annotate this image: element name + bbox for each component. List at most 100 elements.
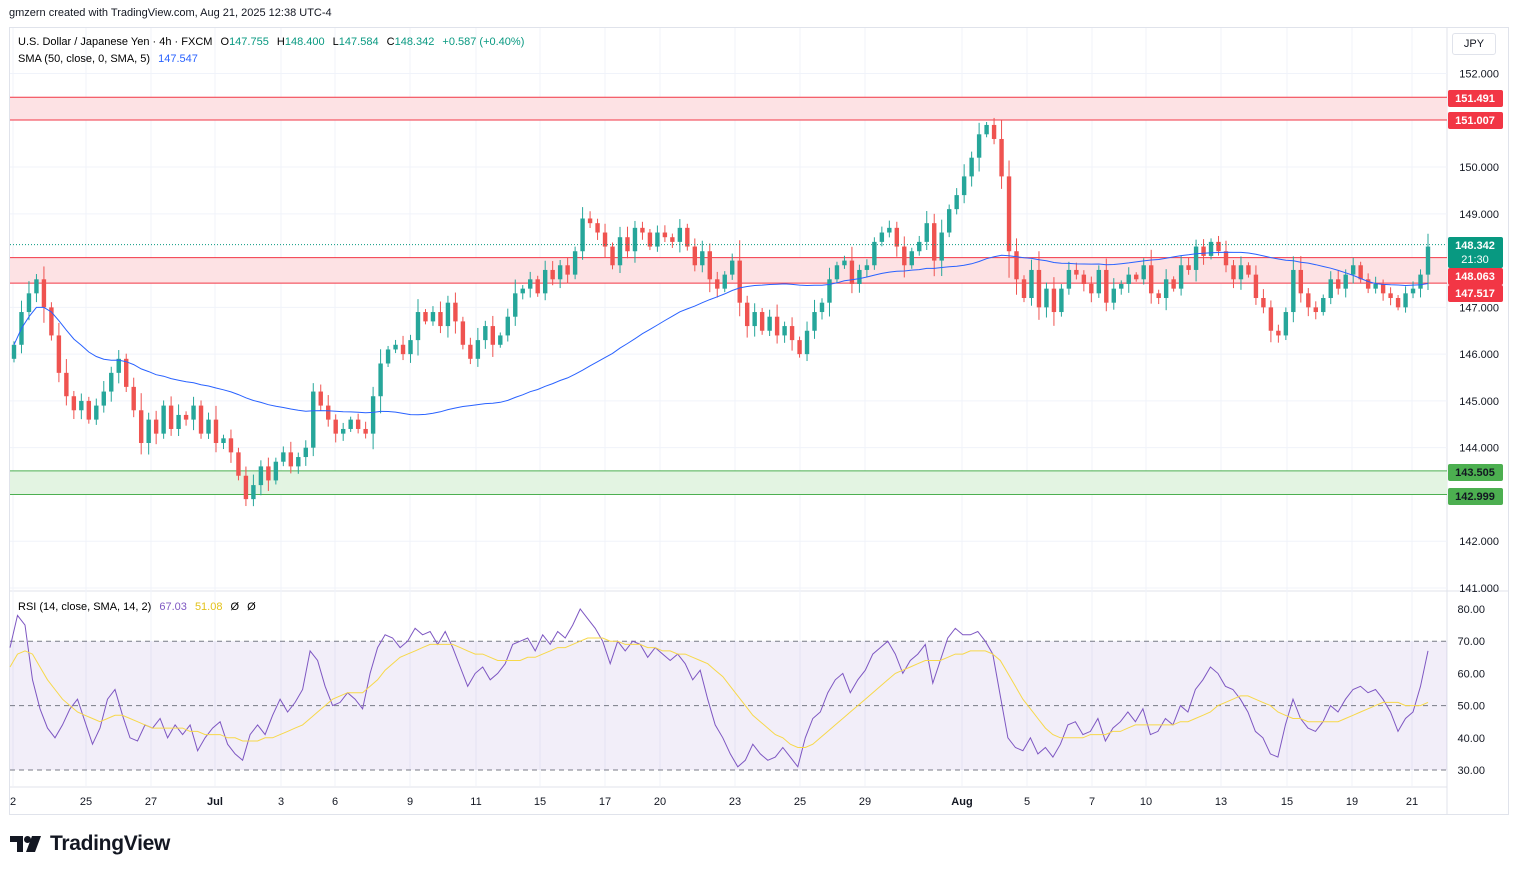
candle-body — [924, 223, 929, 242]
candle-body — [902, 246, 907, 266]
candle-body — [1298, 269, 1304, 294]
candle-body — [557, 265, 563, 280]
candle-body — [378, 363, 383, 397]
time-tick-label: 7 — [1089, 796, 1095, 808]
open-value: 147.755 — [229, 36, 269, 48]
candle-body — [1074, 269, 1079, 275]
candle-body — [1261, 298, 1266, 308]
candle-body — [730, 260, 735, 275]
grid — [10, 28, 1447, 786]
candle-body — [954, 195, 959, 210]
candle-body — [191, 405, 196, 420]
resistance-upper-zone — [10, 97, 1447, 120]
candle-body — [872, 241, 877, 266]
candles — [11, 117, 1431, 507]
resistance-upper-bottom-badge — [1448, 112, 1503, 129]
candle-body — [146, 419, 151, 444]
candle-body — [610, 246, 615, 266]
candle-body — [1148, 265, 1154, 294]
candle-body — [991, 124, 997, 139]
rsi-sma-legend-value: 51.08 — [195, 601, 223, 613]
rsi-legend-extra-1: Ø — [231, 601, 240, 613]
brand-logo[interactable]: TradingView — [10, 832, 170, 856]
candle-body — [11, 344, 17, 359]
candle-body — [370, 396, 376, 434]
candle-body — [1388, 293, 1393, 299]
candle-body — [1380, 283, 1386, 294]
candle-body — [774, 316, 780, 336]
resistance-lower-bottom-text: 147.517 — [1455, 288, 1495, 300]
candle-body — [812, 312, 817, 331]
candle-body — [864, 265, 870, 270]
candle-body — [969, 157, 974, 177]
candle-body — [1059, 288, 1064, 313]
time-tick-label: 6 — [332, 796, 338, 808]
candle-body — [528, 279, 533, 289]
candle-body — [109, 372, 114, 392]
high-value: 148.400 — [285, 36, 325, 48]
support-bottom-badge — [1448, 488, 1503, 505]
candle-body — [632, 227, 638, 252]
candle-body — [131, 386, 136, 411]
candle-body — [198, 405, 204, 434]
candle-body — [1193, 246, 1199, 270]
candle-body — [1156, 293, 1161, 299]
sma-legend-label: SMA (50, close, 0, SMA, 5) — [18, 53, 150, 65]
candle-body — [505, 316, 510, 336]
candle-body — [303, 447, 308, 458]
open-label: O — [221, 36, 230, 48]
price-tick-label: 150.000 — [1459, 162, 1499, 174]
candle-body — [64, 372, 69, 397]
candle-body — [700, 251, 705, 266]
candle-body — [662, 232, 668, 238]
candle-body — [423, 312, 428, 322]
candle-body — [819, 302, 825, 313]
candle-body — [288, 452, 294, 467]
candle-body — [1231, 265, 1236, 280]
candle-body — [617, 237, 623, 266]
candle-body — [475, 340, 481, 359]
time-tick-label: 15 — [1281, 796, 1293, 808]
price-tick-label: 145.000 — [1459, 396, 1499, 408]
candle-body — [1066, 269, 1072, 289]
candle-body — [1365, 279, 1371, 289]
brand-name: TradingView — [50, 832, 171, 855]
candle-body — [258, 466, 264, 486]
candle-body — [1134, 274, 1139, 280]
rsi-tick-label: 40.00 — [1457, 733, 1485, 745]
candle-body — [453, 302, 458, 322]
candle-body — [1268, 307, 1274, 331]
time-tick-label: 10 — [1140, 796, 1152, 808]
candle-body — [1238, 265, 1244, 280]
time-tick-label: 2 — [10, 796, 16, 808]
currency-unit-button[interactable]: JPY — [1452, 33, 1496, 55]
candle-body — [1328, 279, 1333, 299]
candle-body — [400, 344, 406, 355]
candle-body — [909, 251, 914, 266]
candle-body — [580, 218, 585, 252]
candle-body — [34, 279, 39, 294]
candle-body — [1246, 265, 1251, 275]
candle-body — [827, 279, 832, 303]
rsi-band — [10, 640, 1447, 771]
time-tick-label: 15 — [534, 796, 546, 808]
candle-body — [1216, 241, 1221, 252]
candle-body — [124, 358, 129, 387]
candle-body — [917, 241, 922, 252]
candle-body — [153, 419, 159, 434]
candle-body — [161, 405, 166, 434]
candle-body — [445, 302, 451, 327]
resistance-upper-top-text: 151.491 — [1455, 93, 1495, 105]
current-price-badge — [1448, 237, 1503, 268]
candle-body — [183, 414, 189, 420]
resistance-lower-top-text: 148.063 — [1455, 271, 1495, 283]
resistance-upper-bottom-text: 151.007 — [1455, 115, 1495, 127]
resistance-lower-zone — [10, 257, 1447, 284]
time-tick-label: 21 — [1406, 796, 1418, 808]
candle-body — [797, 340, 802, 355]
candle-body — [685, 227, 690, 247]
candle-body — [94, 405, 99, 420]
change-value: +0.587 (+0.40%) — [442, 36, 524, 48]
rsi-axis-ticks: 30.00 40.00 50.00 60.00 70.00 80.00 — [1457, 604, 1485, 777]
